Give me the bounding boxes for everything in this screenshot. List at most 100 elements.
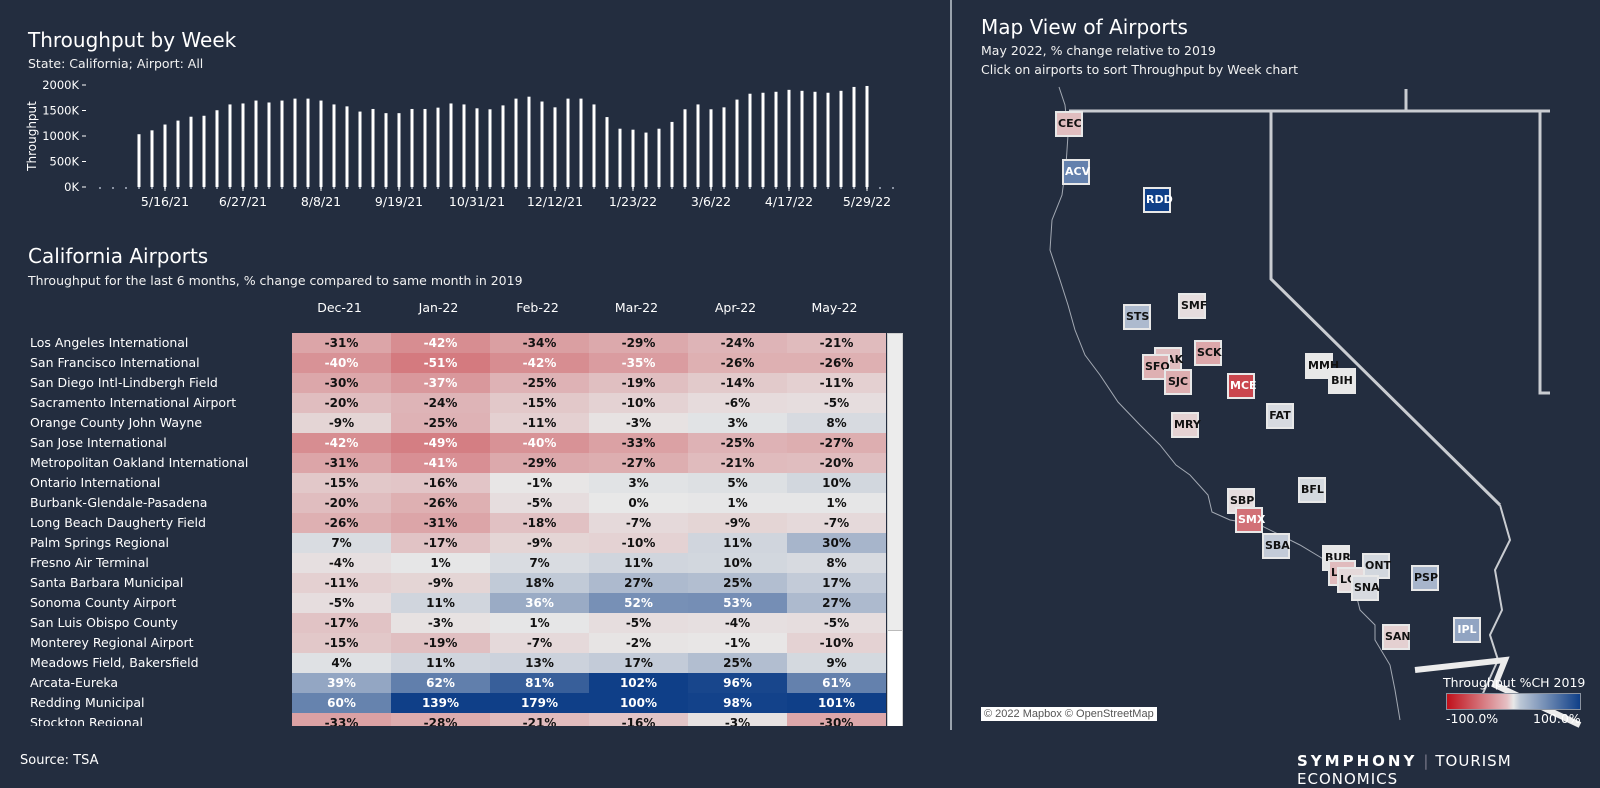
heatmap-cell[interactable]: -49% bbox=[391, 433, 490, 453]
table-row[interactable]: -9% -25% -11% -3% 3% 8% bbox=[292, 413, 887, 433]
heatmap-cell[interactable]: 13% bbox=[490, 653, 589, 673]
throughput-bar[interactable] bbox=[436, 107, 440, 187]
heatmap-cell[interactable]: -2% bbox=[589, 633, 688, 653]
row-label[interactable]: San Diego Intl-Lindbergh Field bbox=[30, 375, 218, 390]
heatmap-cell[interactable]: 10% bbox=[688, 553, 787, 573]
heatmap-cell[interactable]: -5% bbox=[787, 393, 886, 413]
table-row[interactable]: -31% -41% -29% -27% -21% -20% bbox=[292, 453, 887, 473]
heatmap-cell[interactable]: 179% bbox=[490, 693, 589, 713]
heatmap-cell[interactable]: 1% bbox=[787, 493, 886, 513]
heatmap-cell[interactable]: -51% bbox=[391, 353, 490, 373]
heatmap-cell[interactable]: -20% bbox=[292, 493, 391, 513]
throughput-bar[interactable] bbox=[566, 98, 570, 187]
table-row[interactable]: -20% -24% -15% -10% -6% -5% bbox=[292, 393, 887, 413]
throughput-bar[interactable] bbox=[410, 108, 414, 187]
heatmap-cell[interactable]: -7% bbox=[490, 633, 589, 653]
row-label[interactable]: Fresno Air Terminal bbox=[30, 555, 149, 570]
throughput-bar[interactable] bbox=[644, 132, 648, 187]
heatmap-cell[interactable]: -21% bbox=[490, 713, 589, 726]
airport-marker-mce[interactable]: MCE bbox=[1227, 373, 1257, 399]
heatmap-cell[interactable]: -30% bbox=[787, 713, 886, 726]
heatmap-cell[interactable]: -33% bbox=[589, 433, 688, 453]
airport-marker-sba[interactable]: SBA bbox=[1262, 533, 1290, 559]
row-label[interactable]: Redding Municipal bbox=[30, 695, 145, 710]
heatmap-cell[interactable]: -40% bbox=[292, 353, 391, 373]
throughput-bar[interactable] bbox=[306, 98, 310, 187]
row-label[interactable]: Metropolitan Oakland International bbox=[30, 455, 249, 470]
row-label[interactable]: Burbank-Glendale-Pasadena bbox=[30, 495, 208, 510]
throughput-bar[interactable] bbox=[241, 103, 245, 187]
heatmap-cell[interactable]: 8% bbox=[787, 413, 886, 433]
throughput-bar[interactable] bbox=[371, 108, 375, 187]
heatmap-cell[interactable]: -20% bbox=[787, 453, 886, 473]
row-label[interactable]: Stockton Regional bbox=[30, 715, 143, 726]
heatmap-cell[interactable]: 11% bbox=[589, 553, 688, 573]
table-row[interactable]: 60% 139% 179% 100% 98% 101% bbox=[292, 693, 887, 713]
heatmap-cell[interactable]: -34% bbox=[490, 333, 589, 353]
throughput-bar[interactable] bbox=[761, 92, 765, 187]
throughput-bar-chart[interactable]: Throughput 0K 500K 1000K 1500K 2000K 5/16/21 6/… bbox=[20, 76, 920, 221]
heatmap-cell[interactable]: -15% bbox=[490, 393, 589, 413]
heatmap-cell[interactable]: -25% bbox=[688, 433, 787, 453]
heatmap-cell[interactable]: 1% bbox=[490, 613, 589, 633]
heatmap-cell[interactable]: -16% bbox=[391, 473, 490, 493]
throughput-bar[interactable] bbox=[839, 90, 843, 187]
throughput-bar[interactable] bbox=[163, 124, 167, 187]
throughput-bar[interactable] bbox=[722, 107, 726, 187]
heatmap-cell[interactable]: -42% bbox=[292, 433, 391, 453]
heatmap-cell[interactable]: -26% bbox=[292, 513, 391, 533]
throughput-bar[interactable] bbox=[605, 117, 609, 187]
table-row[interactable]: -33% -28% -21% -16% -3% -30% bbox=[292, 713, 887, 726]
heatmap-cell[interactable]: 3% bbox=[688, 413, 787, 433]
throughput-bar[interactable] bbox=[488, 109, 492, 187]
heatmap-cell[interactable]: -1% bbox=[490, 473, 589, 493]
heatmap-cell[interactable]: 17% bbox=[589, 653, 688, 673]
airport-marker-ont[interactable]: ONT bbox=[1362, 553, 1391, 579]
heatmap-cell[interactable]: -37% bbox=[391, 373, 490, 393]
heatmap-cell[interactable]: -11% bbox=[490, 413, 589, 433]
heatmap-cell[interactable]: -10% bbox=[589, 533, 688, 553]
row-label[interactable]: Orange County John Wayne bbox=[30, 415, 203, 430]
heatmap-cell[interactable]: -33% bbox=[292, 713, 391, 726]
heatmap-cell[interactable]: -11% bbox=[292, 573, 391, 593]
row-label[interactable]: Sonoma County Airport bbox=[30, 595, 177, 610]
throughput-bar[interactable] bbox=[735, 99, 739, 187]
throughput-bar[interactable] bbox=[202, 115, 206, 187]
heatmap-cell[interactable]: -9% bbox=[688, 513, 787, 533]
row-label[interactable]: San Jose International bbox=[30, 435, 167, 450]
throughput-bar[interactable] bbox=[592, 104, 596, 187]
heatmap-cell[interactable]: -10% bbox=[787, 633, 886, 653]
heatmap-cell[interactable]: -30% bbox=[292, 373, 391, 393]
throughput-bar[interactable] bbox=[345, 106, 349, 187]
column-header[interactable]: Apr-22 bbox=[714, 300, 757, 315]
heatmap-cell[interactable]: -10% bbox=[589, 393, 688, 413]
column-header[interactable]: Dec-21 bbox=[317, 300, 362, 315]
airport-marker-sjc[interactable]: SJC bbox=[1164, 369, 1192, 395]
airport-marker-ipl[interactable]: IPL bbox=[1453, 617, 1481, 643]
heatmap-cell[interactable]: -7% bbox=[589, 513, 688, 533]
throughput-bar[interactable] bbox=[709, 109, 713, 187]
row-label[interactable]: Long Beach Daugherty Field bbox=[30, 515, 206, 530]
throughput-bar[interactable] bbox=[423, 108, 427, 187]
heatmap-cell[interactable]: -41% bbox=[391, 453, 490, 473]
heatmap-cell[interactable]: 27% bbox=[787, 593, 886, 613]
heatmap-cell[interactable]: 1% bbox=[688, 493, 787, 513]
throughput-bar[interactable] bbox=[254, 100, 258, 187]
row-label[interactable]: Monterey Regional Airport bbox=[30, 635, 194, 650]
map-attribution-link[interactable]: © 2022 Mapbox © OpenStreetMap bbox=[981, 707, 1157, 721]
heatmap-cell[interactable]: -21% bbox=[787, 333, 886, 353]
column-header[interactable]: Mar-22 bbox=[614, 300, 659, 315]
throughput-bar[interactable] bbox=[228, 104, 232, 187]
heatmap-cell[interactable]: 18% bbox=[490, 573, 589, 593]
heatmap-cell[interactable]: 36% bbox=[490, 593, 589, 613]
throughput-bar[interactable] bbox=[462, 104, 466, 187]
table-row[interactable]: -31% -42% -34% -29% -24% -21% bbox=[292, 333, 887, 353]
heatmap-cell[interactable]: 11% bbox=[391, 653, 490, 673]
heatmap-cell[interactable]: -42% bbox=[490, 353, 589, 373]
throughput-bar[interactable] bbox=[150, 130, 154, 187]
heatmap-cell[interactable]: 102% bbox=[589, 673, 688, 693]
heatmap-cell[interactable]: -9% bbox=[292, 413, 391, 433]
throughput-bar[interactable] bbox=[579, 98, 583, 187]
throughput-bar[interactable] bbox=[293, 98, 297, 187]
table-scrollbar-thumb[interactable] bbox=[888, 630, 902, 726]
